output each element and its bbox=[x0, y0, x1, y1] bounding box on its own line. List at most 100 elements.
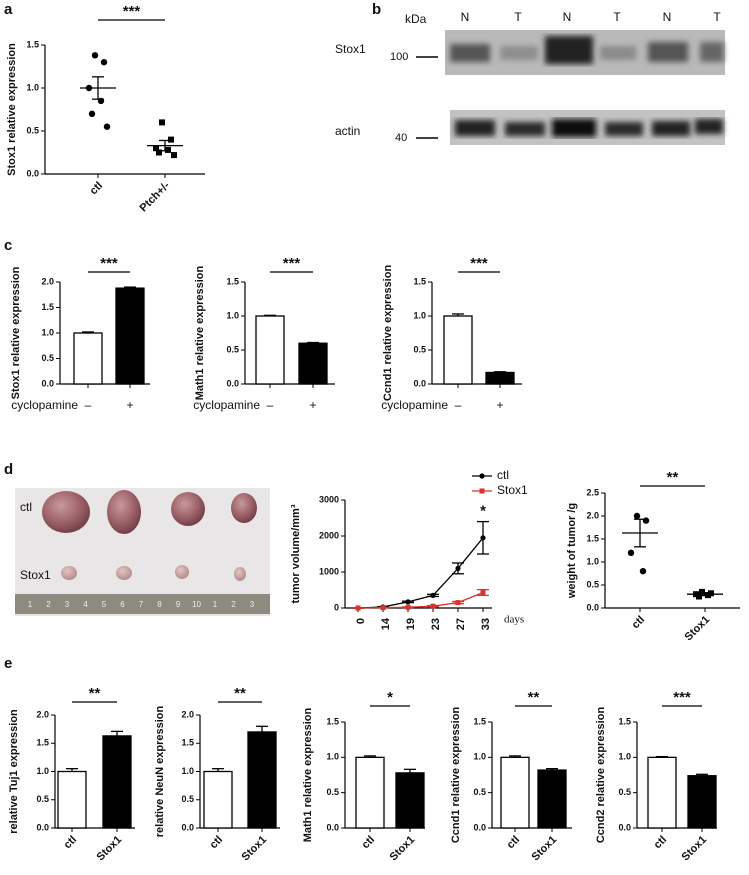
y-tick-label: 0.5 bbox=[473, 787, 486, 797]
x-axis-label: days bbox=[504, 614, 524, 626]
y-tick-label: 1.5 bbox=[473, 716, 486, 726]
x-tick-label: Stox1 bbox=[682, 614, 712, 644]
panel-label: b bbox=[372, 1, 381, 18]
legend-label: ctl bbox=[497, 468, 509, 482]
ruler-label: 7 bbox=[139, 600, 144, 609]
x-tick-label: ctl bbox=[88, 180, 106, 198]
significance: ** bbox=[667, 469, 679, 486]
y-axis-label: Stox1 relative expression bbox=[10, 266, 22, 399]
y-tick-label: 0.5 bbox=[26, 125, 39, 135]
data-point bbox=[100, 59, 108, 66]
y-axis-label: Stox1 relative expression bbox=[6, 43, 18, 176]
data-point bbox=[159, 119, 165, 126]
significance: ** bbox=[234, 685, 246, 702]
x-tick-label: ctl bbox=[360, 834, 378, 852]
x-tick-label: Stox1 bbox=[387, 834, 417, 864]
bar bbox=[298, 342, 328, 385]
significance: *** bbox=[100, 255, 118, 272]
ruler-label: 6 bbox=[120, 600, 125, 609]
y-tick-label: 0.0 bbox=[26, 168, 39, 178]
ruler-label: 2 bbox=[46, 600, 51, 609]
photo-row-label: Stox1 bbox=[20, 568, 51, 582]
x-tick-label: ctl bbox=[630, 614, 648, 632]
ruler-label: 2 bbox=[231, 600, 236, 609]
y-tick-label: 1000 bbox=[319, 566, 339, 576]
x-tick-label: 14 bbox=[380, 617, 392, 630]
western-blot: kDa N T N T N T Stox1 actin 100 40 bbox=[335, 10, 725, 145]
data-point bbox=[91, 52, 99, 59]
y-tick-label: 0.5 bbox=[326, 787, 339, 797]
series-line bbox=[357, 591, 484, 609]
y-tick-label: 2000 bbox=[319, 530, 339, 540]
y-tick-label: 1.5 bbox=[413, 276, 426, 286]
x-tick-label: Stox1 bbox=[529, 834, 559, 864]
panel-label: d bbox=[4, 461, 13, 478]
data-point bbox=[639, 568, 647, 575]
y-axis-label: Math1 relative expression bbox=[194, 265, 206, 400]
lane-label: N bbox=[461, 10, 470, 24]
y-tick-label: 1.0 bbox=[26, 82, 39, 92]
y-axis-label: Ccnd2 relative expression bbox=[595, 707, 607, 844]
y-tick-label: 0.0 bbox=[326, 822, 339, 832]
x-axis-label: cyclopamine bbox=[381, 398, 448, 412]
y-tick-label: 1.0 bbox=[326, 752, 339, 762]
data-point bbox=[627, 549, 635, 556]
panel-label: c bbox=[4, 237, 12, 254]
bar bbox=[395, 772, 425, 829]
x-tick-label: ctl bbox=[652, 834, 670, 852]
data-point bbox=[168, 136, 174, 143]
x-tick-label: – bbox=[85, 398, 92, 412]
chart: 0.0 0.5 1.0 1.5 2.0 relative NeuN expression c… bbox=[154, 685, 280, 863]
data-point bbox=[455, 565, 461, 572]
x-tick-label: Stox1 bbox=[94, 834, 124, 864]
y-tick-label: 0.5 bbox=[36, 794, 49, 804]
x-tick-label: 23 bbox=[430, 618, 442, 630]
bar bbox=[73, 332, 103, 385]
y-tick-label: 0.0 bbox=[181, 822, 194, 832]
y-tick-label: 0.0 bbox=[473, 822, 486, 832]
lane-label: T bbox=[514, 10, 522, 24]
significance: * bbox=[387, 689, 393, 706]
chart: 0.0 0.5 1.0 1.5 Math1 relative expression ctl… bbox=[302, 689, 425, 863]
significance: ** bbox=[89, 685, 101, 702]
bar bbox=[687, 775, 717, 829]
bar bbox=[203, 770, 233, 829]
y-tick-label: 0.0 bbox=[413, 378, 426, 388]
data-point bbox=[88, 110, 96, 118]
data-point bbox=[642, 517, 650, 524]
ruler-label: 9 bbox=[176, 600, 181, 609]
y-tick-label: 1.0 bbox=[181, 766, 194, 776]
bar bbox=[255, 315, 285, 385]
x-tick-label: 27 bbox=[455, 618, 467, 630]
y-tick-label: 0.5 bbox=[586, 579, 599, 589]
bar bbox=[537, 769, 567, 829]
y-tick-label: 0.0 bbox=[618, 822, 631, 832]
legend-label: Stox1 bbox=[497, 483, 528, 497]
lane-label: N bbox=[663, 10, 672, 24]
lane-label: N bbox=[563, 10, 572, 24]
y-axis-label: Ccnd1 relative expression bbox=[450, 707, 462, 844]
bar bbox=[647, 756, 677, 829]
data-point bbox=[355, 605, 361, 611]
data-point bbox=[171, 152, 177, 159]
y-tick-label: 2.5 bbox=[586, 487, 599, 497]
y-tick-label: 0.0 bbox=[586, 602, 599, 612]
panel-label: a bbox=[4, 1, 13, 18]
ruler-label: 1 bbox=[213, 600, 218, 609]
y-tick-label: 0.5 bbox=[413, 344, 426, 354]
data-point bbox=[405, 604, 411, 610]
lane-label: T bbox=[713, 10, 721, 24]
y-tick-label: 1.0 bbox=[618, 752, 631, 762]
x-tick-label: + bbox=[309, 398, 316, 412]
y-tick-label: 1.0 bbox=[473, 752, 486, 762]
x-tick-label: ctl bbox=[208, 834, 226, 852]
y-tick-label: 0 bbox=[334, 602, 339, 612]
photo-row-label: ctl bbox=[20, 500, 32, 514]
y-tick-label: 1.5 bbox=[618, 716, 631, 726]
data-point bbox=[380, 605, 386, 611]
y-axis-label: relative NeuN expression bbox=[154, 705, 166, 837]
y-tick-label: 1.5 bbox=[326, 716, 339, 726]
significance: *** bbox=[673, 689, 691, 706]
marker-label: 100 bbox=[390, 51, 408, 63]
